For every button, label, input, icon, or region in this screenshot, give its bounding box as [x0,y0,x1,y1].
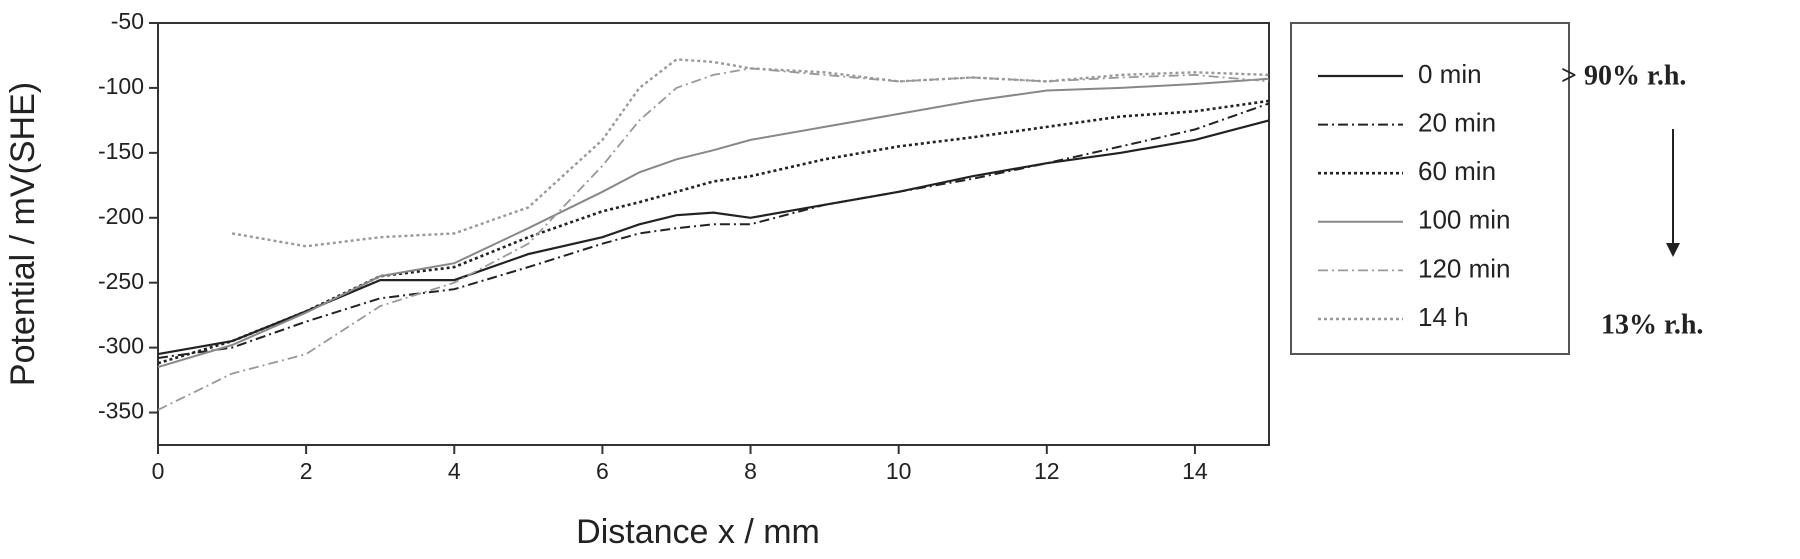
data-line [157,102,1270,359]
legend-label: 100 min [1418,205,1511,235]
annotation: > 90% r.h. [1561,60,1686,91]
y-tick-label: -300 [98,333,144,359]
y-axis-title: Potential / mV(SHE) [4,82,42,386]
x-tick-label: 10 [886,458,912,484]
legend-label: 14 h [1418,302,1469,332]
x-tick-label: 12 [1034,458,1060,484]
data-line [157,119,1270,356]
x-tick-label: 2 [300,458,313,484]
x-tick-label: 6 [596,458,609,484]
legend-label: 120 min [1418,253,1511,283]
arrow-head [1666,243,1680,257]
legend-box [1290,22,1570,355]
legend-label: 60 min [1418,156,1496,186]
y-tick-label: -150 [98,138,144,164]
y-tick-label: -350 [98,398,144,424]
data-line [157,67,1270,411]
legend-label: 0 min [1418,59,1482,89]
legend-label: 20 min [1418,107,1496,137]
annotation: 13% r.h. [1601,309,1703,340]
y-tick-label: -200 [98,203,144,229]
x-axis-title: Distance x / mm [576,513,820,551]
data-line [231,58,1270,248]
y-tick-label: -100 [98,73,144,99]
y-tick-label: -50 [111,8,144,34]
data-line [157,99,1270,365]
x-tick-label: 4 [448,458,461,484]
x-tick-label: 0 [152,458,165,484]
data-line [157,77,1270,369]
x-tick-label: 14 [1182,458,1208,484]
plot-frame [157,22,1270,446]
x-tick-label: 8 [744,458,757,484]
y-tick-label: -250 [98,268,144,294]
